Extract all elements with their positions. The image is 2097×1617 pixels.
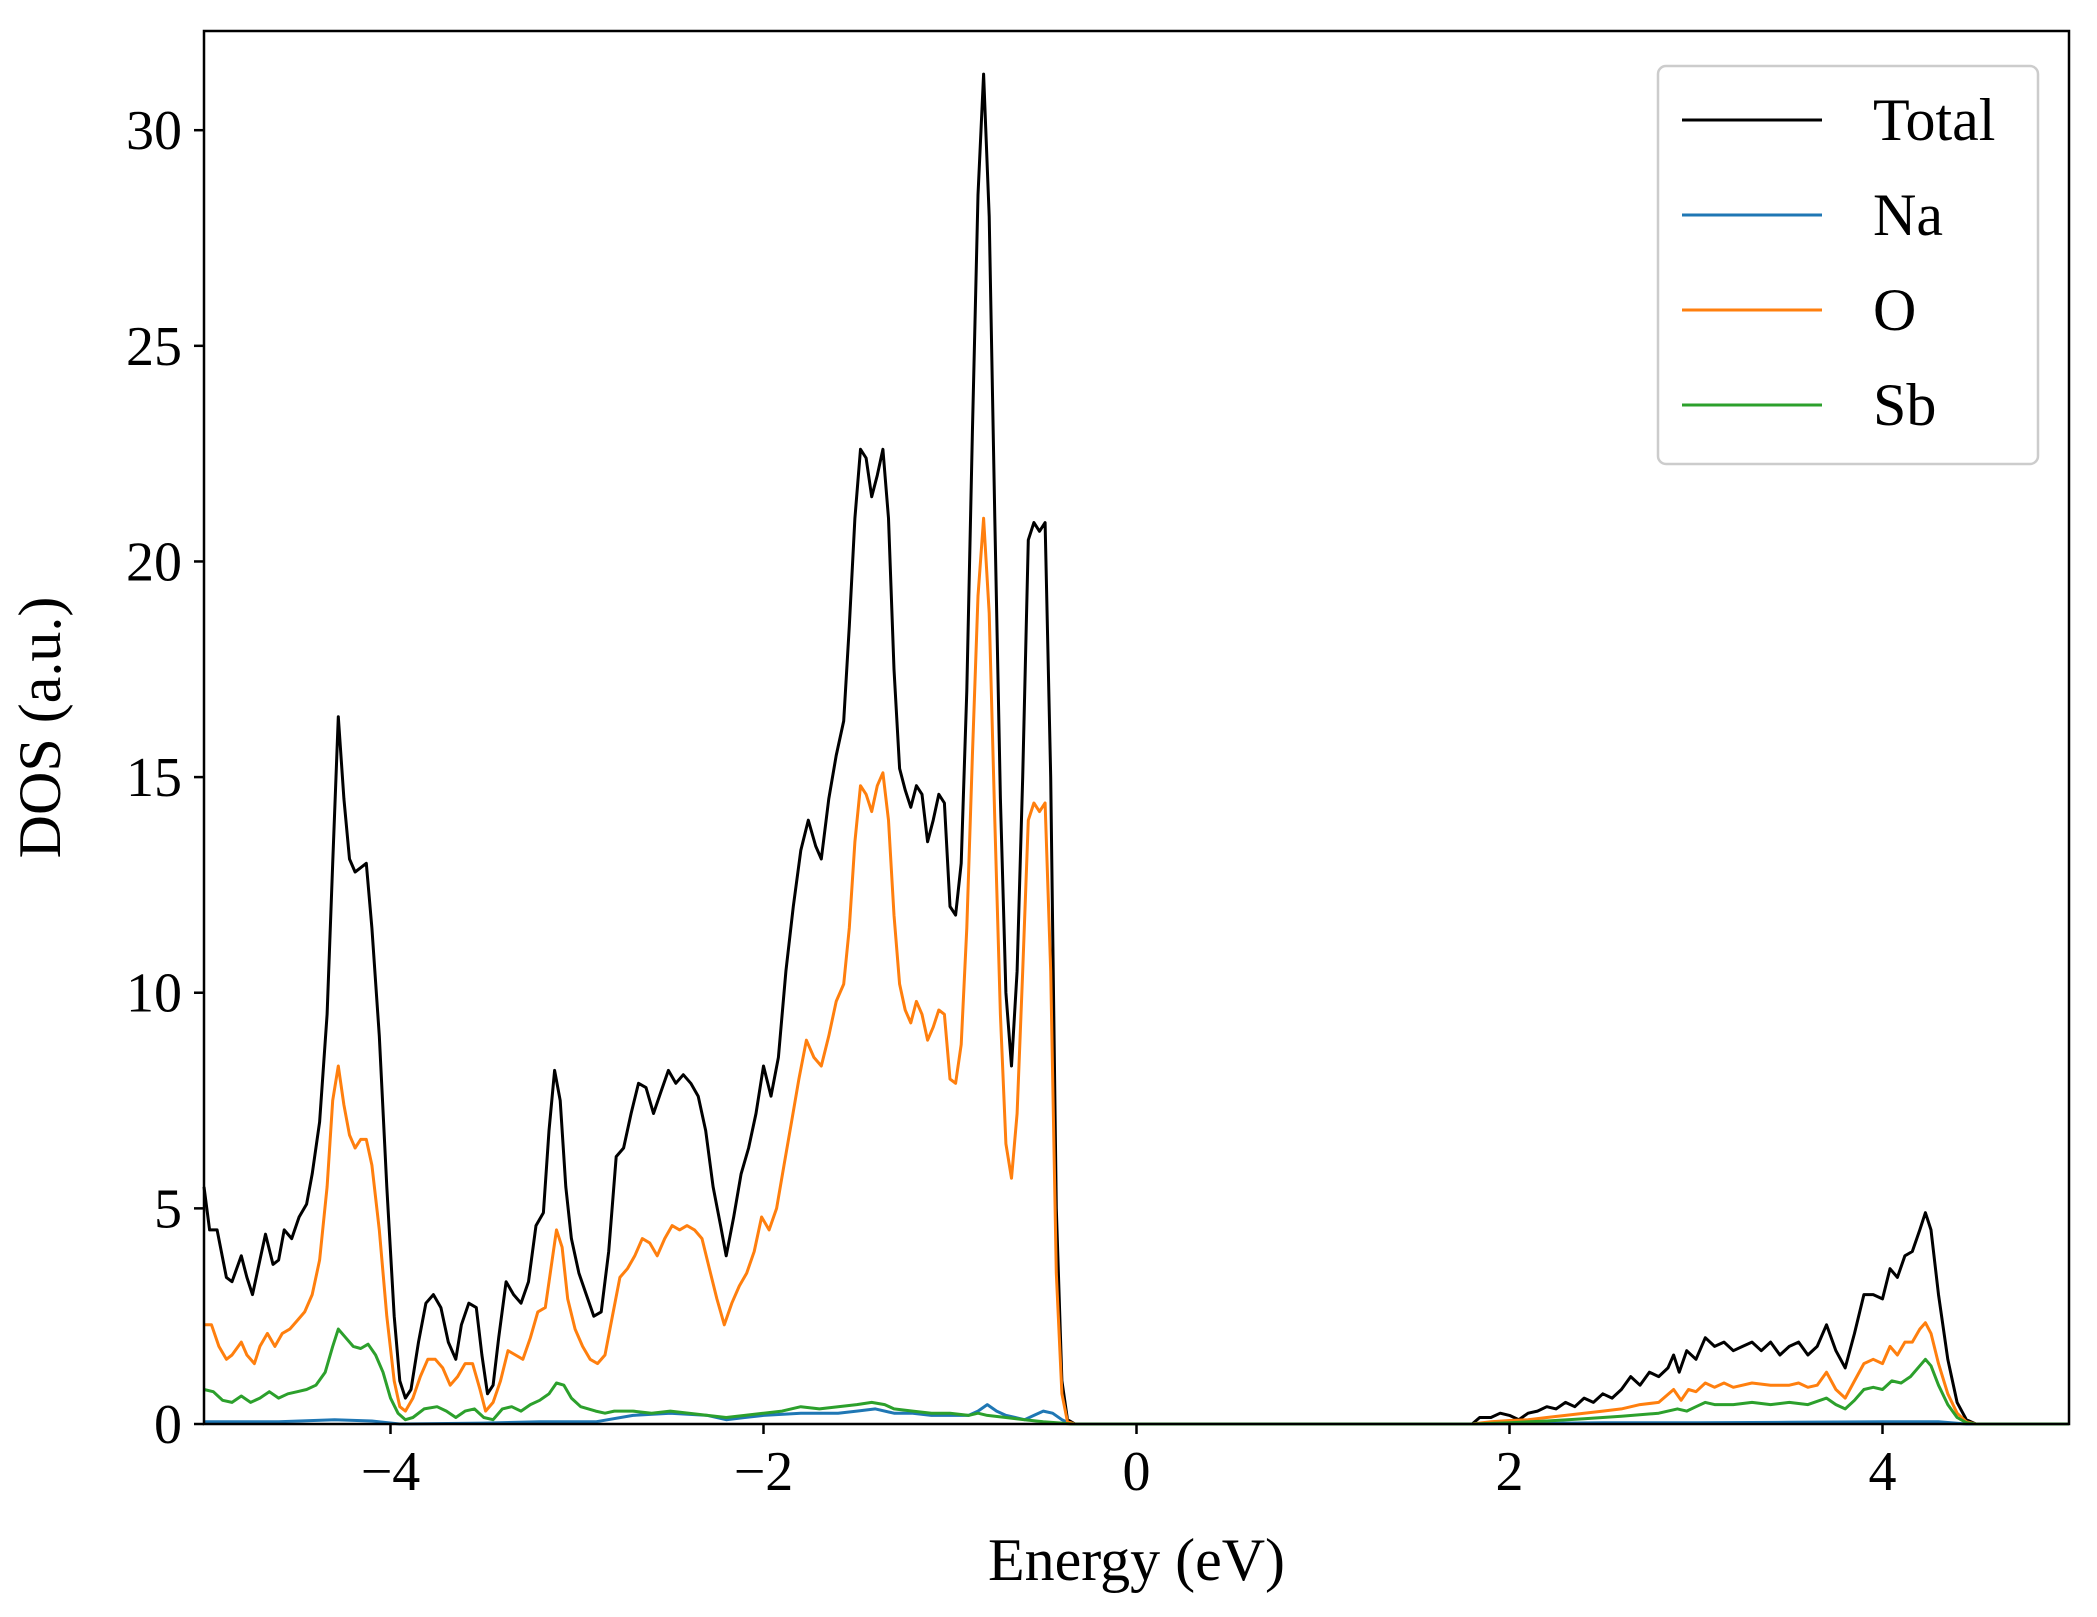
legend-label-total: Total	[1873, 87, 1995, 153]
y-axis-ticks: 0 5 10 15 20 25 30	[126, 100, 204, 1456]
series-line-sb	[203, 1327, 2069, 1426]
x-tick-label: 0	[1123, 1441, 1151, 1503]
x-tick-label: 4	[1869, 1441, 1897, 1503]
legend-label-o: O	[1873, 277, 1916, 343]
legend-label-na: Na	[1873, 182, 1943, 248]
legend-label-sb: Sb	[1873, 372, 1936, 438]
series-line-total	[202, 72, 2069, 1426]
series-line-o	[204, 516, 2069, 1426]
y-tick-label: 30	[126, 100, 182, 162]
y-axis-label: DOS (a.u.)	[7, 597, 73, 859]
y-tick-label: 15	[126, 747, 182, 809]
y-tick-label: 20	[126, 531, 182, 593]
x-tick-label: 2	[1496, 1441, 1524, 1503]
y-tick-label: 25	[126, 316, 182, 378]
y-tick-label: 5	[154, 1178, 182, 1240]
y-tick-label: 10	[126, 963, 182, 1025]
legend-box	[1656, 64, 2040, 466]
series-layer	[202, 72, 2069, 1426]
legend: Total Na O Sb	[1656, 64, 2040, 466]
x-tick-label: −4	[361, 1441, 421, 1503]
x-axis-label: Energy (eV)	[988, 1527, 1285, 1593]
x-axis-ticks: −4 −2 0 2 4	[361, 1424, 1897, 1503]
x-tick-label: −2	[734, 1441, 794, 1503]
y-tick-label: 0	[154, 1394, 182, 1456]
